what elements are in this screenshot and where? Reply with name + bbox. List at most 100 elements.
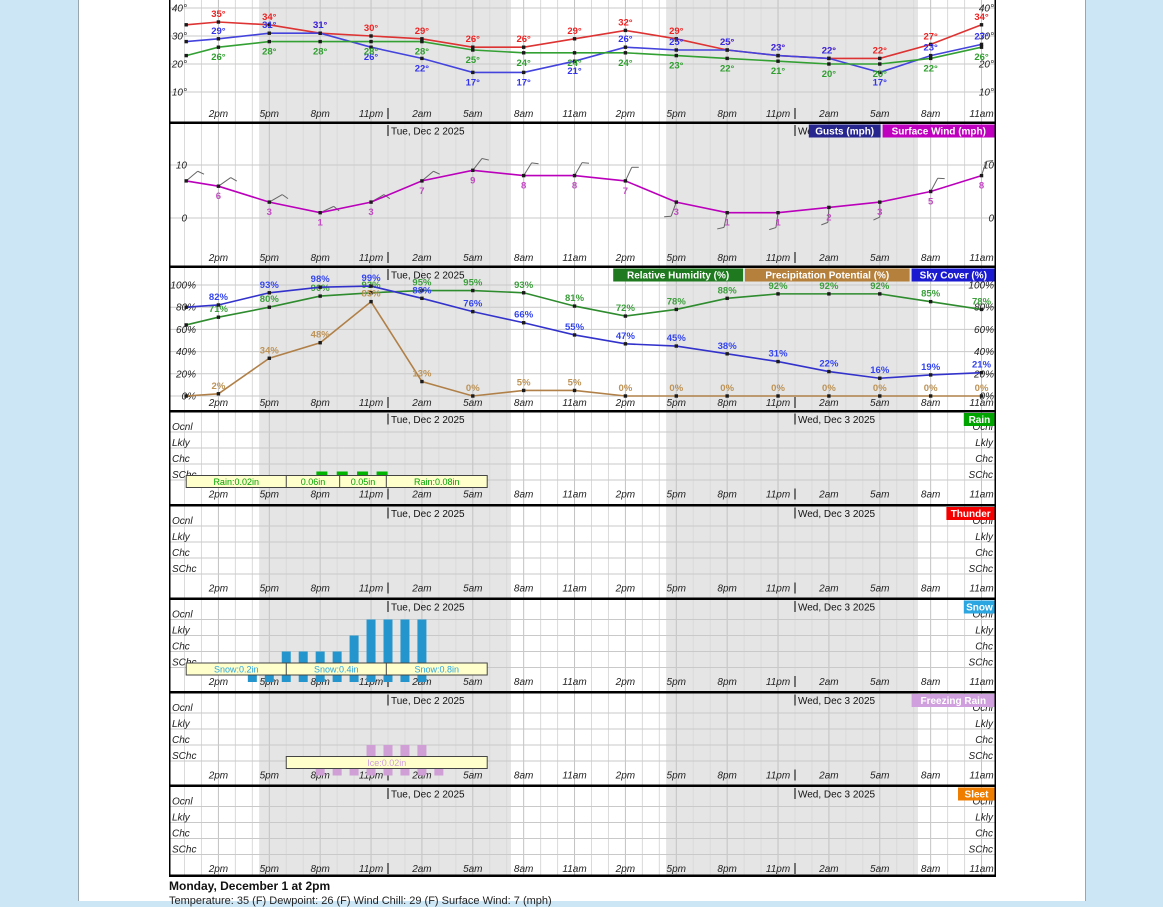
data-label: 24° xyxy=(567,58,582,69)
data-label: 28° xyxy=(313,47,328,58)
time-tick-label: 2am xyxy=(818,864,838,875)
time-tick-label: 5pm xyxy=(667,490,686,501)
time-tick-label: 2am xyxy=(818,109,838,120)
time-tick-label: 2am xyxy=(818,490,838,501)
time-tick-label: 8am xyxy=(921,584,940,595)
snow-amount-label: Snow:0.2in xyxy=(214,665,259,675)
freezing-rain-amount-label: Ice:0.02in xyxy=(367,758,406,768)
time-tick-label: 8pm xyxy=(310,109,329,120)
data-label: 13% xyxy=(412,369,432,380)
data-label: 22° xyxy=(873,45,888,56)
data-label: 1 xyxy=(775,218,781,229)
y-tick-label: 20% xyxy=(175,369,196,380)
data-label: 26° xyxy=(516,34,531,45)
snow-amount-label: Snow:0.4in xyxy=(314,665,359,675)
time-tick-label: 2pm xyxy=(615,864,635,875)
time-tick-label: 2am xyxy=(411,584,431,595)
data-label: 92% xyxy=(870,281,890,292)
time-tick-label: 11am xyxy=(969,677,993,688)
data-label: 0% xyxy=(873,383,887,394)
time-tick-label: 8pm xyxy=(310,490,329,501)
prob-level-label: Lkly xyxy=(975,532,994,543)
time-tick-label: 11am xyxy=(562,584,586,595)
data-label: 5% xyxy=(517,377,531,388)
time-tick-label: 11am xyxy=(562,253,586,264)
time-tick-label: 2pm xyxy=(208,677,228,688)
time-tick-label: 5pm xyxy=(260,584,279,595)
time-tick-label: 11pm xyxy=(766,864,790,875)
time-tick-label: 2am xyxy=(818,771,838,782)
data-label: 76% xyxy=(463,299,483,310)
time-tick-label: 2am xyxy=(818,398,838,409)
data-label: 34% xyxy=(260,345,280,356)
time-tick-label: 11pm xyxy=(359,864,383,875)
time-tick-label: 11am xyxy=(969,109,993,120)
data-label: 72% xyxy=(616,303,636,314)
time-tick-label: 2pm xyxy=(615,109,635,120)
time-tick-label: 11pm xyxy=(766,398,790,409)
y-tick-label: 0% xyxy=(182,392,197,403)
data-label: 22° xyxy=(720,63,735,74)
data-label: 47% xyxy=(616,331,636,342)
time-tick-label: 5pm xyxy=(667,584,686,595)
time-tick-label: 2pm xyxy=(208,771,228,782)
time-tick-label: 5am xyxy=(870,253,889,264)
legend-label: Precipitation Potential (%) xyxy=(765,271,889,282)
data-label: 25° xyxy=(466,55,481,66)
data-label: 32° xyxy=(618,17,633,28)
data-label: 93% xyxy=(514,280,534,291)
data-label: 0% xyxy=(720,383,734,394)
date-label: Tue, Dec 2 2025 xyxy=(391,509,465,520)
data-label: 7 xyxy=(419,186,424,197)
time-tick-label: 2am xyxy=(411,109,431,120)
footer-heading: Monday, December 1 at 2pm xyxy=(169,879,330,893)
data-label: 31% xyxy=(769,349,789,360)
data-label: 29° xyxy=(211,26,226,37)
data-label: 0% xyxy=(466,383,480,394)
data-label: 35° xyxy=(211,9,226,20)
time-tick-label: 11pm xyxy=(766,771,790,782)
time-tick-label: 2pm xyxy=(615,677,635,688)
time-tick-label: 8am xyxy=(514,584,533,595)
time-tick-label: 2pm xyxy=(208,398,228,409)
data-label: 23° xyxy=(771,43,786,54)
time-tick-label: 2am xyxy=(818,253,838,264)
time-tick-label: 11am xyxy=(562,864,586,875)
data-label: 31° xyxy=(313,20,328,31)
data-label: 9 xyxy=(470,175,475,186)
prob-level-label: Chc xyxy=(172,642,190,653)
data-label: 0% xyxy=(669,383,683,394)
data-label: 93% xyxy=(260,280,280,291)
prob-level-label: SChc xyxy=(969,470,993,481)
prob-level-label: Ocnl xyxy=(172,516,193,527)
time-tick-label: 5am xyxy=(870,490,889,501)
time-tick-label: 2pm xyxy=(208,864,228,875)
data-label: 85% xyxy=(921,289,941,300)
time-tick-label: 8am xyxy=(921,677,940,688)
footer-details: Temperature: 35 (F) Dewpoint: 26 (F) Win… xyxy=(169,895,552,907)
time-tick-label: 11pm xyxy=(359,109,383,120)
time-tick-label: 2pm xyxy=(208,490,228,501)
data-label: 26° xyxy=(618,34,633,45)
date-label: Wed, Dec 3 2025 xyxy=(798,415,876,426)
time-tick-label: 5am xyxy=(463,490,482,501)
time-tick-label: 2am xyxy=(411,253,431,264)
time-tick-label: 5pm xyxy=(260,771,279,782)
data-label: 16% xyxy=(870,365,890,376)
time-tick-label: 11am xyxy=(969,253,993,264)
legend-label: Gusts (mph) xyxy=(815,127,874,138)
time-tick-label: 5am xyxy=(870,109,889,120)
data-label: 6 xyxy=(216,191,221,202)
data-label: 27° xyxy=(923,31,938,42)
time-tick-label: 5am xyxy=(463,771,482,782)
data-label: 2% xyxy=(212,381,226,392)
data-label: 28° xyxy=(415,47,430,58)
time-tick-label: 8pm xyxy=(717,109,736,120)
legend-label: Freezing Rain xyxy=(921,696,987,707)
time-tick-label: 5am xyxy=(463,253,482,264)
time-tick-label: 2pm xyxy=(208,584,228,595)
time-tick-label: 11am xyxy=(562,677,586,688)
time-tick-label: 8pm xyxy=(310,398,329,409)
prob-level-label: SChc xyxy=(969,845,993,856)
